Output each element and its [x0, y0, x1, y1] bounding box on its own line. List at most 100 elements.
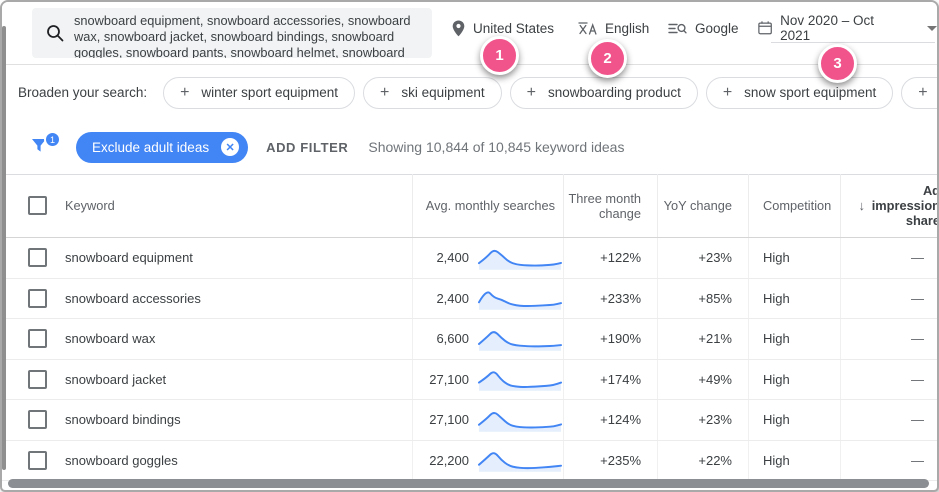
- location-value: United States: [473, 20, 555, 36]
- caret-down-icon[interactable]: [927, 25, 937, 31]
- header-label: Keyword: [65, 198, 115, 213]
- plus-icon: +: [526, 83, 536, 101]
- translate-icon: [578, 21, 597, 35]
- chip-label: snowboarding product: [547, 85, 681, 100]
- column-header-yoy-change[interactable]: YoY change: [657, 174, 748, 237]
- broaden-chip-snow-sport-equipment[interactable]: + snow sport equipment: [705, 76, 894, 109]
- row-checkbox[interactable]: [28, 248, 47, 268]
- row-checkbox[interactable]: [28, 329, 47, 349]
- ad-impression-share-value: —: [840, 238, 937, 278]
- avg-searches-value: 27,100: [429, 412, 469, 428]
- keyword-text: snowboard accessories: [65, 290, 201, 306]
- yoy-change-value: +21%: [657, 319, 748, 359]
- chip-label: snow sport equipment: [744, 85, 877, 100]
- trend-sparkline: [477, 452, 563, 472]
- plus-icon: +: [180, 83, 190, 101]
- remove-filter-icon[interactable]: ✕: [221, 138, 240, 156]
- filter-funnel-button[interactable]: 1: [30, 131, 61, 159]
- row-checkbox[interactable]: [28, 369, 47, 389]
- network-value: Google: [695, 20, 739, 36]
- trend-sparkline: [477, 291, 563, 310]
- broaden-chip-winter-sport-equipment[interactable]: + winter sport equipment: [163, 76, 355, 109]
- date-selector-underline: [771, 42, 935, 43]
- header-label: Three month change: [568, 190, 641, 221]
- table-header-row: Keyword Avg. monthly searches Three mont…: [2, 174, 937, 238]
- active-filter-chip[interactable]: Exclude adult ideas ✕: [76, 131, 249, 163]
- avg-searches-value: 2,400: [436, 250, 469, 266]
- keyword-ideas-table: Keyword Avg. monthly searches Three mont…: [2, 174, 937, 490]
- filter-bar: 1 Exclude adult ideas ✕ ADD FILTER Showi…: [2, 120, 937, 175]
- location-setting[interactable]: United States: [452, 2, 554, 54]
- keyword-text: snowboard equipment: [65, 250, 193, 266]
- column-header-keyword[interactable]: Keyword: [2, 174, 412, 237]
- competition-value: High: [748, 238, 840, 278]
- broaden-search-label: Broaden your search:: [18, 85, 148, 100]
- three-month-change-value: +233%: [563, 278, 657, 318]
- competition-value: High: [748, 359, 840, 399]
- keyword-text: snowboard goggles: [65, 452, 178, 468]
- ad-impression-share-value: —: [840, 440, 937, 480]
- active-filter-label: Exclude adult ideas: [92, 139, 210, 155]
- broaden-chip-snowboarding-product[interactable]: + snowboarding product: [509, 76, 698, 109]
- keyword-text: snowboard jacket: [65, 371, 167, 387]
- funnel-icon: [32, 139, 46, 152]
- competition-value: High: [748, 400, 840, 440]
- header-label: Ad impression share: [871, 183, 937, 228]
- select-all-checkbox[interactable]: [28, 196, 47, 215]
- column-header-competition[interactable]: Competition: [748, 174, 840, 237]
- broaden-chip-snowboard-items[interactable]: + snowboard items: [901, 76, 937, 109]
- header-label: Competition: [763, 198, 832, 213]
- yoy-change-value: +23%: [657, 400, 748, 440]
- three-month-change-value: +124%: [563, 400, 657, 440]
- filter-count-badge: 1: [44, 131, 61, 148]
- trend-sparkline: [477, 371, 563, 391]
- broaden-search-row: Broaden your search: + winter sport equi…: [2, 65, 937, 120]
- table-row: snowboard jacket 27,100 +174% +49% High …: [2, 359, 937, 400]
- yoy-change-value: +85%: [657, 278, 748, 318]
- row-checkbox[interactable]: [28, 410, 47, 430]
- row-checkbox[interactable]: [28, 288, 47, 308]
- header-label: YoY change: [663, 198, 732, 213]
- three-month-change-value: +122%: [563, 238, 657, 278]
- header-label: Avg. monthly searches: [425, 198, 555, 213]
- add-filter-button[interactable]: ADD FILTER: [266, 139, 349, 155]
- avg-searches-value: 6,600: [436, 331, 469, 347]
- column-header-three-month-change[interactable]: Three month change: [563, 174, 657, 237]
- row-checkbox[interactable]: [28, 450, 47, 470]
- plus-icon: +: [918, 83, 928, 101]
- table-row: snowboard equipment 2,400 +122% +23% Hig…: [2, 238, 937, 279]
- column-header-ad-impression-share[interactable]: ↓ Ad impression share: [840, 174, 937, 237]
- horizontal-scrollbar[interactable]: [8, 479, 929, 488]
- location-pin-icon: [452, 20, 465, 36]
- results-count-text: Showing 10,844 of 10,845 keyword ideas: [368, 139, 625, 155]
- three-month-change-value: +190%: [563, 319, 657, 359]
- vertical-scrollbar[interactable]: [2, 26, 6, 470]
- ad-impression-share-value: —: [840, 319, 937, 359]
- calendar-icon: [758, 21, 772, 35]
- avg-searches-value: 27,100: [429, 371, 469, 387]
- keyword-search-input[interactable]: snowboard equipment, snowboard accessori…: [32, 8, 432, 58]
- search-network-icon: [668, 23, 687, 34]
- network-setting[interactable]: Google: [668, 2, 739, 54]
- competition-value: High: [748, 278, 840, 318]
- date-range-selector[interactable]: Nov 2020 – Oct 2021: [758, 2, 937, 54]
- ad-impression-share-value: —: [840, 359, 937, 399]
- three-month-change-value: +174%: [563, 359, 657, 399]
- ad-impression-share-value: —: [840, 400, 937, 440]
- search-query-text: snowboard equipment, snowboard accessori…: [74, 13, 411, 58]
- chip-label: ski equipment: [401, 85, 485, 100]
- annotation-step-3: 3: [818, 44, 857, 83]
- sort-desc-icon: ↓: [858, 198, 866, 213]
- competition-value: High: [748, 440, 840, 480]
- column-header-avg-monthly-searches[interactable]: Avg. monthly searches: [412, 174, 563, 237]
- table-row: snowboard goggles 22,200 +235% +22% High…: [2, 440, 937, 481]
- plus-icon: +: [722, 83, 733, 101]
- search-icon: [47, 25, 64, 42]
- table-row: snowboard bindings 27,100 +124% +23% Hig…: [2, 400, 937, 441]
- annotation-step-1: 1: [480, 36, 519, 75]
- table-row: snowboard wax 6,600 +190% +21% High —: [2, 319, 937, 360]
- language-setting[interactable]: English: [578, 2, 649, 54]
- broaden-chip-ski-equipment[interactable]: + ski equipment: [363, 76, 502, 109]
- yoy-change-value: +22%: [657, 440, 748, 480]
